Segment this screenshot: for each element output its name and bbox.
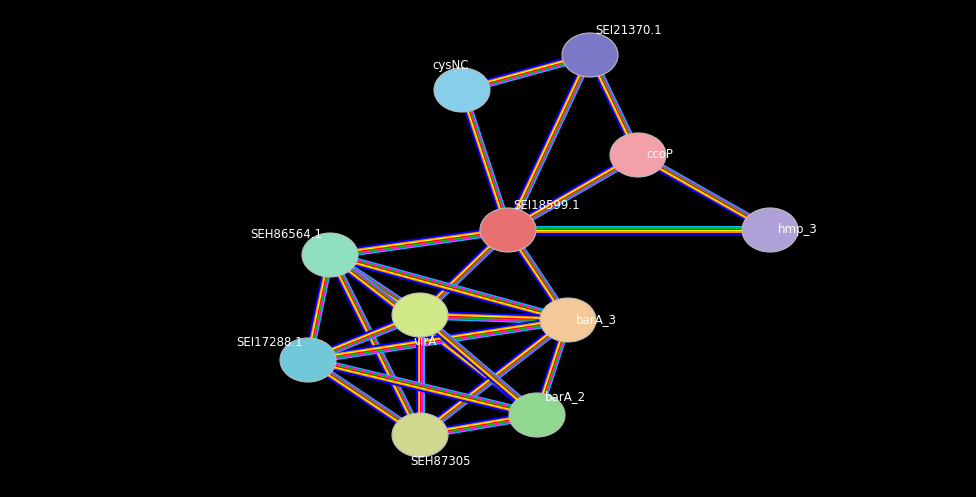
Ellipse shape bbox=[280, 338, 336, 382]
Text: cysNC: cysNC bbox=[432, 59, 468, 72]
Text: barA_3: barA_3 bbox=[576, 314, 617, 327]
Ellipse shape bbox=[562, 33, 618, 77]
Ellipse shape bbox=[434, 68, 490, 112]
Ellipse shape bbox=[302, 233, 358, 277]
Text: virA: virA bbox=[413, 335, 436, 348]
Text: SEI18599.1: SEI18599.1 bbox=[513, 199, 580, 212]
Text: SEI17288.1: SEI17288.1 bbox=[236, 335, 303, 348]
Text: hmp_3: hmp_3 bbox=[778, 224, 818, 237]
Ellipse shape bbox=[509, 393, 565, 437]
Ellipse shape bbox=[742, 208, 798, 252]
Text: SEH86564.1: SEH86564.1 bbox=[250, 229, 322, 242]
Ellipse shape bbox=[392, 413, 448, 457]
Ellipse shape bbox=[540, 298, 596, 342]
Text: ccoP: ccoP bbox=[646, 149, 672, 162]
Ellipse shape bbox=[610, 133, 666, 177]
Text: barA_2: barA_2 bbox=[545, 391, 587, 404]
Text: SEH87305: SEH87305 bbox=[410, 455, 470, 468]
Ellipse shape bbox=[392, 293, 448, 337]
Ellipse shape bbox=[480, 208, 536, 252]
Text: SEI21370.1: SEI21370.1 bbox=[595, 24, 662, 37]
